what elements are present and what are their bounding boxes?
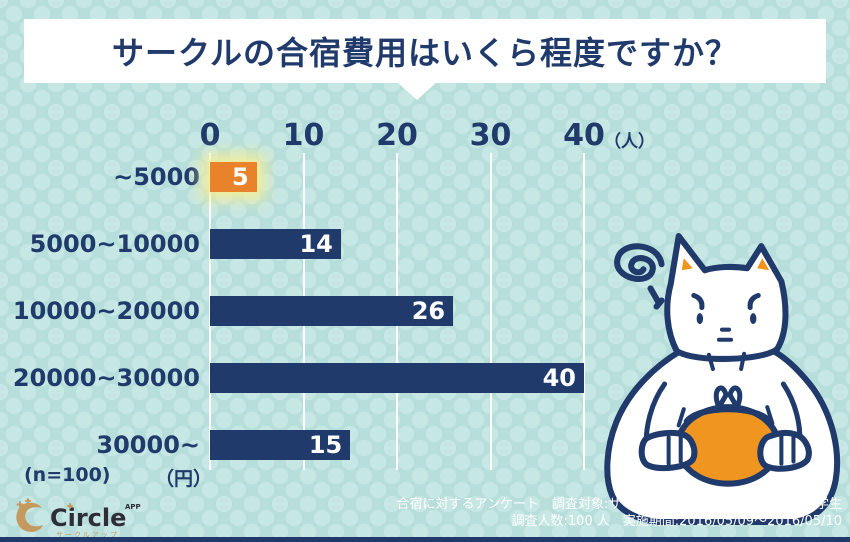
x-axis-tick-40: 40 (563, 118, 605, 153)
right-eye (749, 313, 757, 325)
x-axis-tick-20: 20 (376, 118, 418, 153)
right-ear-inner (757, 258, 770, 271)
logo-superscript: APP (125, 503, 141, 511)
bar-0: 5 (210, 162, 257, 192)
bar-value-4: 15 (308, 431, 343, 459)
cat-paws (638, 429, 812, 472)
banner-pointer-triangle (397, 82, 437, 100)
left-eyebrow (691, 292, 705, 311)
sparkle-icon (16, 501, 24, 508)
sparkle-icon (25, 498, 31, 504)
x-axis-tick-30: 30 (469, 118, 512, 153)
bar-3: 40 (210, 363, 584, 393)
scribble-icon (614, 243, 665, 310)
category-label-0: ~5000 (113, 163, 200, 191)
sample-size-label: (n=100) (24, 464, 111, 486)
bar-value-3: 40 (542, 364, 576, 392)
category-label-2: 10000~20000 (12, 297, 200, 325)
survey-credit-line1: 合宿に対するアンケート 調査対象:サークルアップに加入する全国の大学生 (396, 497, 842, 512)
cat-head (664, 233, 789, 371)
gridline-x40 (583, 153, 585, 470)
circleapp-logo: Circle APP サークルアップ (16, 498, 141, 539)
x-axis-tick-0: 0 (199, 118, 221, 153)
neck-lines (706, 351, 747, 371)
cat-illustration (604, 233, 841, 525)
category-label-1: 5000~10000 (29, 230, 200, 258)
survey-credit-line2: 調査人数:100 人 実施期間:2016/05/09～2016/05/10 (511, 514, 842, 529)
gridline-x30 (489, 153, 492, 470)
bar-value-2: 26 (411, 297, 446, 325)
left-ear-inner (681, 258, 693, 271)
x-axis-tick-10: 10 (282, 118, 325, 153)
bar-1: 14 (210, 229, 341, 259)
sparkle-icon (67, 503, 73, 509)
logo-subtitle: サークルアップ (56, 531, 119, 539)
page-title: サークルの合宿費用はいくら程度ですか？ (111, 34, 739, 72)
logo-brand-text: Circle (50, 504, 126, 532)
bar-4: 15 (210, 430, 351, 460)
survey-credits: 合宿に対するアンケート 調査対象:サークルアップに加入する全国の大学生 調査人数… (397, 496, 842, 530)
category-label-3: 20000~30000 (12, 364, 200, 392)
logo-c-mark (16, 498, 43, 532)
bar-2: 26 (210, 296, 454, 326)
title-banner: サークルの合宿費用はいくら程度ですか？ (24, 19, 826, 83)
people-unit-label: （人） (604, 132, 655, 152)
bar-value-0: 5 (232, 163, 249, 191)
yen-unit-label: （円） (155, 468, 213, 490)
bar-value-1: 14 (299, 230, 333, 258)
category-label-4: 30000~ (96, 431, 200, 459)
left-eye (696, 313, 704, 325)
right-eyebrow (747, 292, 761, 311)
bottom-accent-strip (0, 537, 850, 542)
